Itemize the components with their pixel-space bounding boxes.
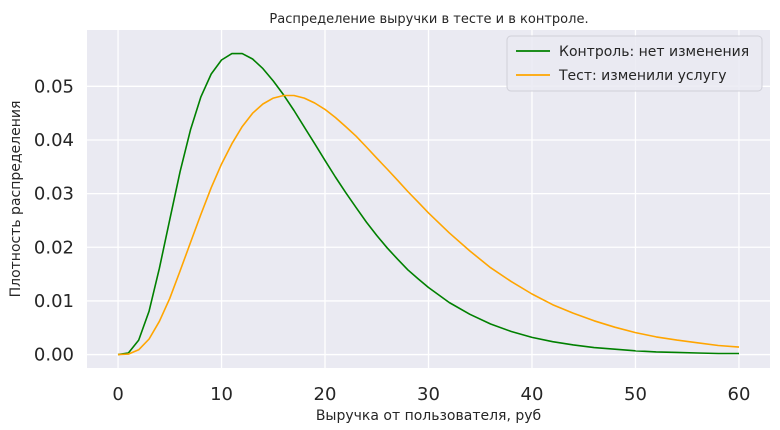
legend-box bbox=[506, 35, 763, 92]
y-axis-label: Плотность распределения bbox=[8, 101, 24, 298]
legend: Контроль: нет изменения Тест: изменили ус… bbox=[506, 35, 763, 92]
x-tick-labels: 0 10 20 30 40 50 60 bbox=[112, 384, 750, 405]
x-tick-label: 50 bbox=[624, 384, 647, 405]
x-tick-label: 20 bbox=[314, 384, 337, 405]
x-tick-label: 30 bbox=[417, 384, 440, 405]
series-line-1 bbox=[117, 52, 739, 356]
x-tick-label: 40 bbox=[521, 384, 544, 405]
series-line-2 bbox=[117, 94, 740, 356]
x-tick-label: 0 bbox=[112, 384, 123, 405]
y-tick-label: 0.04 bbox=[34, 130, 74, 151]
y-tick-label: 0.02 bbox=[34, 237, 74, 258]
y-tick-label: 0.01 bbox=[34, 291, 74, 312]
y-tick-labels: 0.00 0.01 0.02 0.03 0.04 0.05 bbox=[34, 76, 74, 365]
chart-title: Распределение выручки в тесте и в контро… bbox=[269, 12, 588, 27]
x-axis-label: Выручка от пользователя, руб bbox=[316, 408, 541, 424]
y-grid-lines bbox=[87, 85, 770, 356]
x-tick-label: 10 bbox=[210, 384, 233, 405]
series-layer bbox=[117, 52, 740, 356]
y-tick-label: 0.05 bbox=[34, 76, 74, 97]
x-tick-label: 60 bbox=[728, 384, 751, 405]
y-tick-label: 0.03 bbox=[34, 184, 74, 205]
y-tick-label: 0.00 bbox=[34, 345, 74, 366]
legend-entry: Контроль: нет изменения bbox=[559, 44, 749, 60]
legend-entry: Тест: изменили услугу bbox=[558, 68, 727, 84]
